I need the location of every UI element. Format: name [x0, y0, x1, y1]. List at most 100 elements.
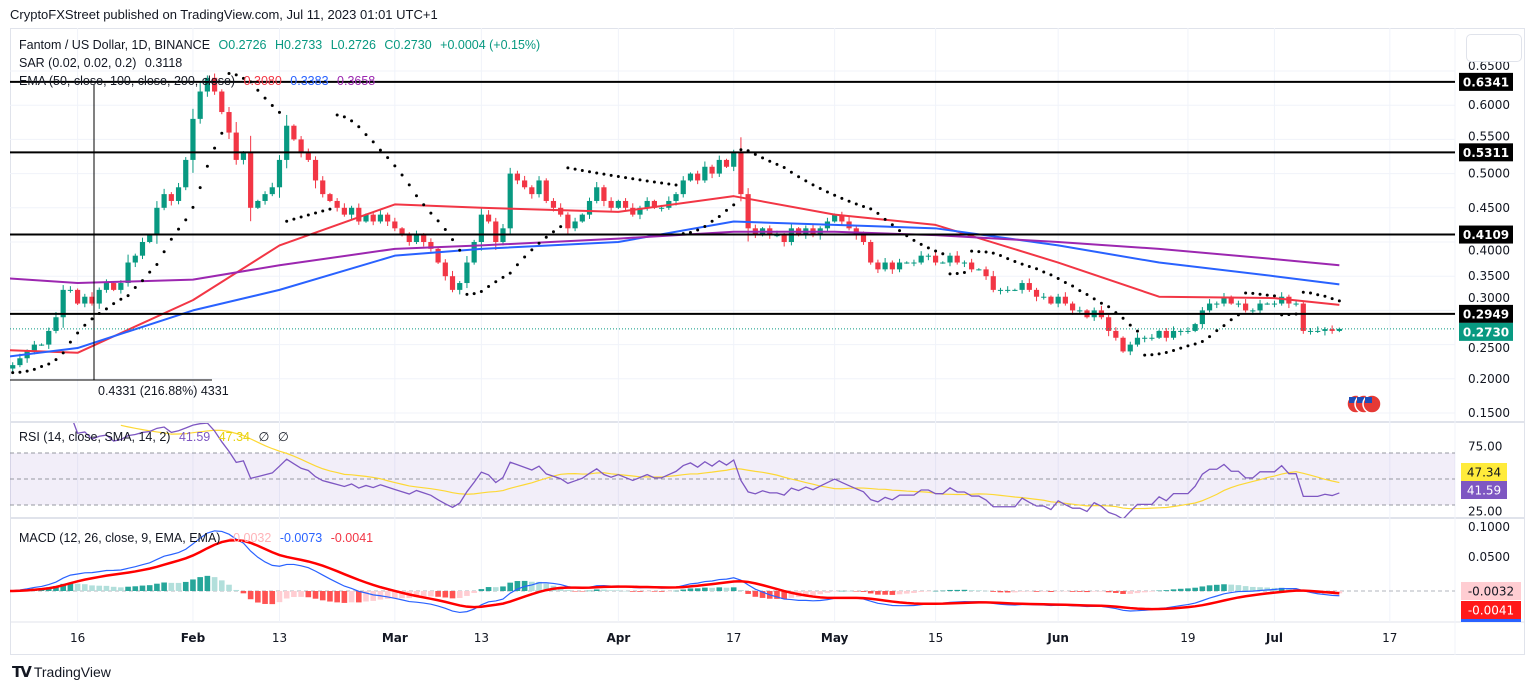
- macd-histogram-bar: [608, 590, 614, 591]
- ema-legend[interactable]: EMA (50, close, 100, close, 200, close) …: [19, 74, 380, 88]
- candle: [1120, 336, 1126, 353]
- candle-body: [594, 187, 600, 201]
- tradingview-footer[interactable]: 𝗧𝗩 TradingView: [12, 663, 111, 681]
- sar-dot: [1056, 276, 1060, 280]
- candle: [197, 80, 203, 124]
- candle-body: [1178, 330, 1184, 332]
- candle-body: [478, 214, 484, 242]
- candle-body: [363, 214, 369, 222]
- publisher-line: CryptoFXStreet published on TradingView.…: [10, 7, 438, 22]
- sar-dot: [1135, 329, 1139, 333]
- candle: [435, 247, 441, 264]
- sar-dot: [47, 362, 51, 366]
- candle-body: [1250, 310, 1256, 312]
- candle-body: [716, 159, 722, 174]
- candle: [976, 268, 982, 271]
- sar-dot: [1323, 294, 1327, 298]
- macd-legend[interactable]: MACD (12, 26, close, 9, EMA, EMA) -0.003…: [19, 531, 378, 545]
- candle-body: [485, 214, 492, 222]
- macd-histogram-bar: [255, 591, 261, 603]
- candle-body: [10, 365, 16, 369]
- sar-dot: [847, 199, 851, 203]
- candle-body: [1077, 310, 1083, 312]
- candle: [255, 199, 261, 210]
- candle: [1069, 301, 1076, 315]
- ema100-value: 0.3383: [290, 74, 329, 88]
- candle: [1026, 278, 1032, 292]
- candle: [168, 192, 174, 206]
- macd-histogram-bar: [103, 585, 110, 591]
- candle-body: [875, 262, 881, 270]
- candle-body: [1163, 330, 1169, 338]
- macd-histogram-bar: [752, 591, 759, 597]
- macd-histogram-bar: [947, 589, 953, 591]
- macd-histogram-bar: [182, 581, 189, 591]
- candle-body: [940, 262, 946, 264]
- sar-dot: [68, 340, 72, 344]
- sar-dot: [559, 225, 563, 229]
- chart-settings-button[interactable]: [1466, 34, 1522, 62]
- macd-label: MACD (12, 26, close, 9, EMA, EMA): [19, 531, 221, 545]
- sar-dot: [804, 179, 808, 183]
- candle-body: [399, 228, 405, 236]
- candle: [579, 213, 585, 223]
- candle: [413, 230, 420, 245]
- sar-dot: [638, 178, 642, 182]
- candle: [132, 253, 138, 268]
- candle: [75, 288, 81, 305]
- candle: [1243, 299, 1249, 313]
- candle: [536, 176, 542, 198]
- time-tick-label: Jun: [1046, 631, 1069, 645]
- macd-pane: [10, 530, 1455, 614]
- candle-body: [889, 262, 895, 270]
- candle: [82, 293, 88, 308]
- sar-dot: [126, 294, 130, 298]
- sar-dot: [1215, 329, 1219, 333]
- macd-histogram-bar: [96, 585, 103, 591]
- macd-histogram-bar: [319, 591, 326, 601]
- macd-value: -0.0073: [279, 531, 323, 545]
- candle-body: [125, 262, 131, 284]
- time-tick-label: 17: [726, 631, 741, 645]
- sar-dot: [1186, 344, 1190, 348]
- candle: [932, 251, 939, 266]
- candle-body: [147, 235, 153, 242]
- price-tick-label: 0.6000: [1468, 98, 1510, 112]
- candle-body: [608, 200, 614, 208]
- candle-body: [442, 262, 448, 277]
- candle-body: [1005, 289, 1011, 291]
- candle-body: [507, 173, 513, 229]
- chart-frame: [10, 28, 1525, 655]
- macd-histogram-bar: [211, 577, 218, 591]
- sar-dot: [400, 173, 404, 177]
- macd-histogram-bar: [882, 591, 888, 595]
- sar-dot: [818, 187, 822, 191]
- candle: [478, 207, 484, 251]
- sar-dot: [479, 289, 483, 293]
- macd-histogram-bar: [738, 589, 744, 591]
- macd-histogram-bar: [824, 591, 831, 593]
- rsi-label: RSI (14, close, SMA, 14, 2): [19, 430, 171, 444]
- macd-hist-tag-bg: [1461, 582, 1521, 600]
- macd-histogram-bar: [723, 587, 730, 591]
- sar-dot: [1020, 262, 1024, 266]
- macd-histogram-bar: [492, 587, 499, 591]
- candle-body: [356, 207, 362, 222]
- macd-histogram-bar: [1177, 588, 1184, 591]
- sar-dot: [825, 190, 829, 194]
- candle: [1033, 287, 1040, 302]
- macd-histogram-bar: [1192, 587, 1198, 591]
- sar-dot: [660, 181, 664, 185]
- candle-body: [550, 200, 557, 208]
- candle: [226, 107, 232, 140]
- candle: [817, 226, 823, 240]
- sar-legend[interactable]: SAR (0.02, 0.02, 0.2) 0.3118: [19, 56, 187, 70]
- time-tick-label: Apr: [606, 631, 630, 645]
- sar-dot: [1063, 281, 1067, 285]
- rsi-legend[interactable]: RSI (14, close, SMA, 14, 2) 41.59 47.34 …: [19, 429, 294, 444]
- sar-dot: [833, 193, 837, 197]
- candle: [565, 212, 571, 234]
- symbol-title[interactable]: Fantom / US Dollar, 1D, BINANCE: [19, 38, 211, 52]
- time-tick-label: 15: [928, 631, 943, 645]
